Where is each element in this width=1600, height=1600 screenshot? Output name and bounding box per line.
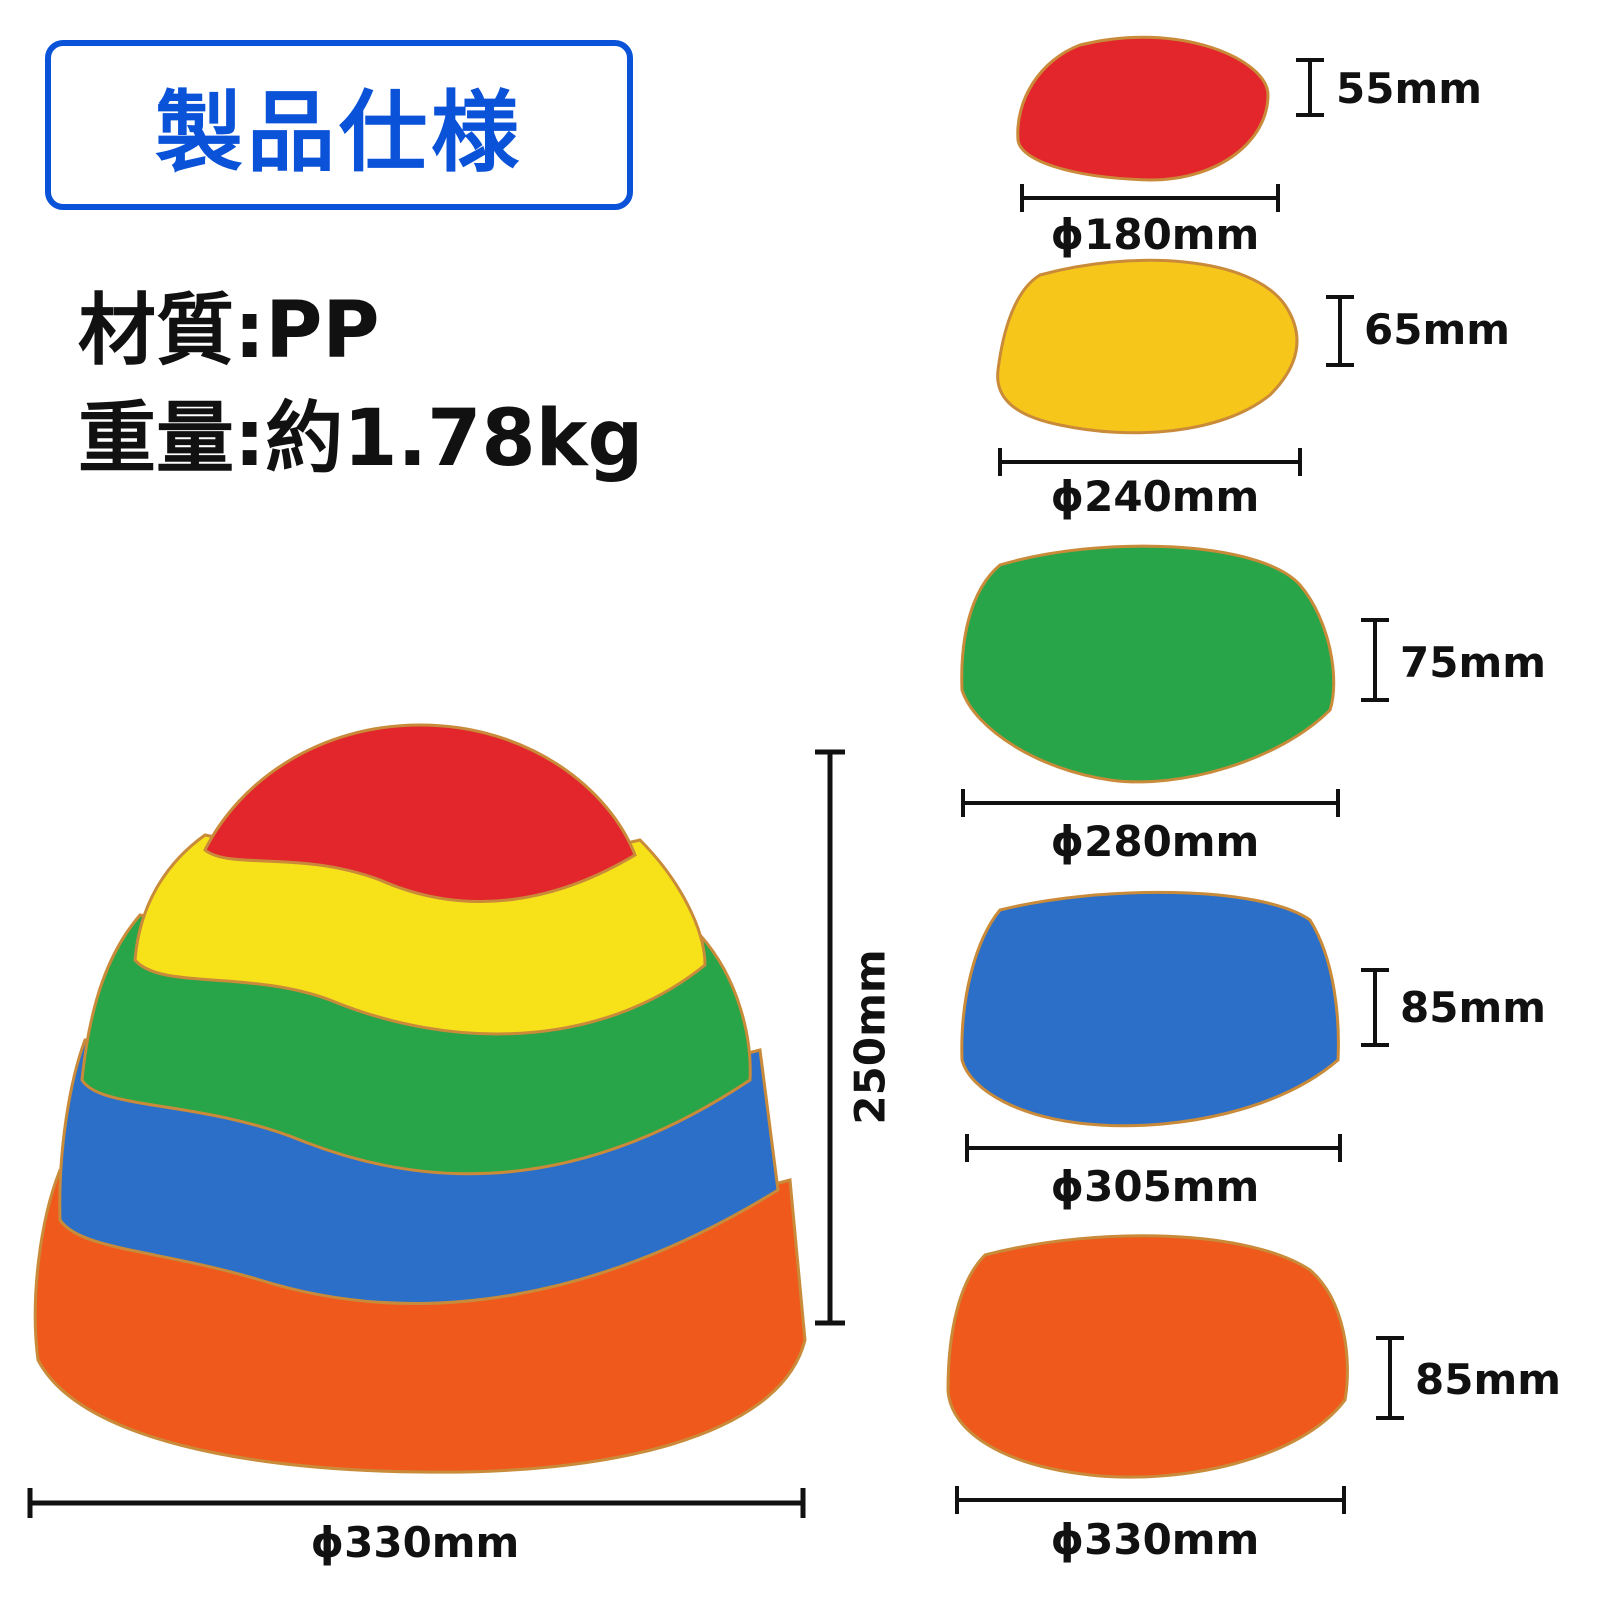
stack-width-line — [27, 1488, 806, 1518]
stacked-stones — [33, 723, 807, 1474]
stone-yellow — [996, 258, 1299, 435]
stone-yellow-diameter: ϕ240mm — [1050, 472, 1260, 521]
stone-red-height: 55mm — [1336, 64, 1482, 113]
stack-height-label: 250mm — [845, 949, 895, 1125]
stack-height-line — [815, 749, 845, 1326]
stone-green — [960, 544, 1336, 784]
page-title: 製品仕様 — [154, 80, 523, 184]
stone-blue-diameter: ϕ305mm — [1050, 1162, 1260, 1211]
stone-yellow-height: 65mm — [1364, 305, 1510, 354]
material-spec: 材質:PP — [78, 286, 380, 376]
stone-green-diameter: ϕ280mm — [1050, 817, 1260, 866]
stack-diameter-label: ϕ330mm — [310, 1518, 520, 1567]
stone-dimension-lines — [955, 58, 1404, 1514]
stone-blue-height: 85mm — [1400, 983, 1546, 1032]
stone-red — [1016, 35, 1270, 182]
stack-red — [203, 723, 637, 903]
weight-spec: 重量:約1.78kg — [78, 394, 644, 484]
stone-blue — [960, 890, 1340, 1128]
title-box: 製品仕様 — [45, 40, 633, 210]
stone-red-diameter: ϕ180mm — [1050, 210, 1260, 259]
stone-orange — [946, 1234, 1349, 1479]
stone-green-height: 75mm — [1400, 638, 1546, 687]
stone-orange-height: 85mm — [1415, 1355, 1561, 1404]
stone-orange-diameter: ϕ330mm — [1050, 1515, 1260, 1564]
